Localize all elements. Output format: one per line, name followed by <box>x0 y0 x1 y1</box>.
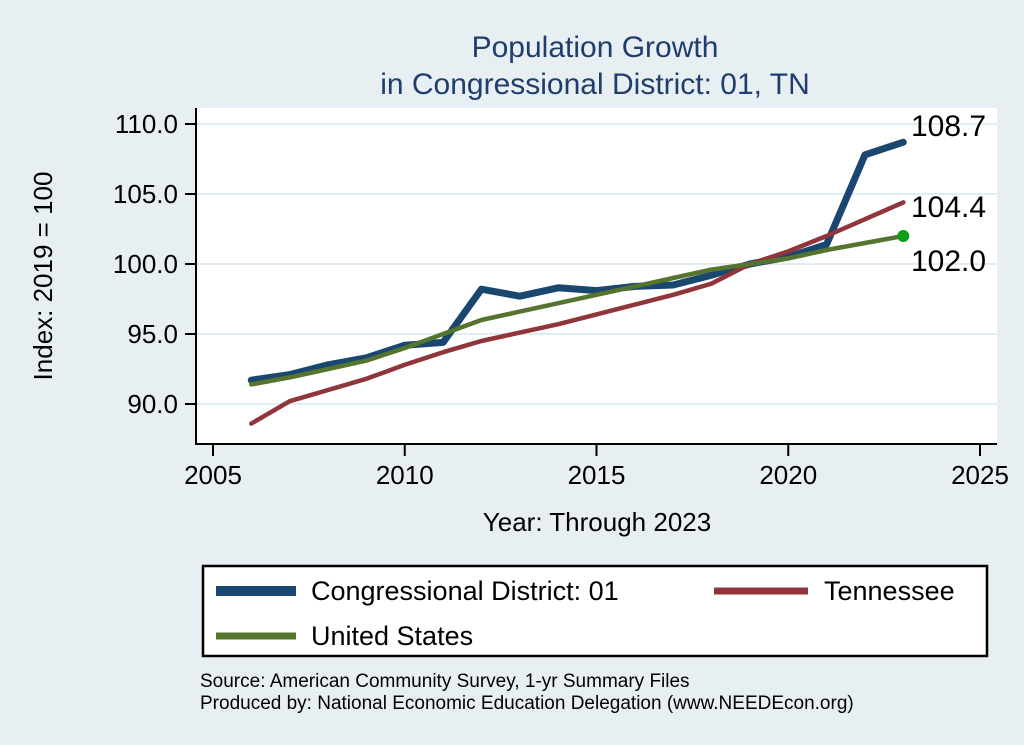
end-marker-united-states <box>897 230 910 242</box>
end-value-label-tennessee: 104.4 <box>911 191 986 224</box>
axis-ticks: 110.0 105.0 100.0 95.0 90.0 2005 2010 2015 2020 2… <box>113 109 1009 490</box>
x-tick-label: 2025 <box>951 460 1009 490</box>
series-line-tennessee <box>249 200 906 426</box>
y-tick-label: 110.0 <box>115 109 178 139</box>
y-axis-title: Index: 2019 = 100 <box>28 172 58 381</box>
x-axis-title: Year: Through 2023 <box>483 507 711 537</box>
y-tick-label: 100.0 <box>113 249 178 279</box>
series-end-labels: 108.7 104.4 102.0 <box>911 110 986 278</box>
legend-box <box>201 564 989 658</box>
y-tick-label: 105.0 <box>113 179 178 209</box>
x-tick-label: 2020 <box>759 460 817 490</box>
legend-label-tennessee: Tennessee <box>824 576 955 606</box>
footer-source: Source: American Community Survey, 1-yr … <box>200 671 690 692</box>
y-tick-label: 95.0 <box>127 319 178 349</box>
chart-title-line1: Population Growth <box>472 31 719 64</box>
end-value-label-congressional-district-01: 108.7 <box>911 110 986 143</box>
x-tick-label: 2010 <box>376 460 434 490</box>
x-tick-label: 2005 <box>184 460 242 490</box>
legend-label-us: United States <box>311 621 473 651</box>
footer-producer: Produced by: National Economic Education… <box>200 693 854 714</box>
chart-title-line2: in Congressional District: 01, TN <box>380 68 810 101</box>
x-tick-label: 2015 <box>568 460 626 490</box>
y-tick-label: 90.0 <box>127 389 178 419</box>
end-value-label-united-states: 102.0 <box>911 245 986 278</box>
gridlines <box>197 123 997 405</box>
legend-label-district: Congressional District: 01 <box>311 576 619 606</box>
legend: Congressional District: 01 Tennessee Uni… <box>201 564 989 658</box>
series-line-united-states <box>249 233 906 387</box>
series-lines <box>247 138 910 426</box>
